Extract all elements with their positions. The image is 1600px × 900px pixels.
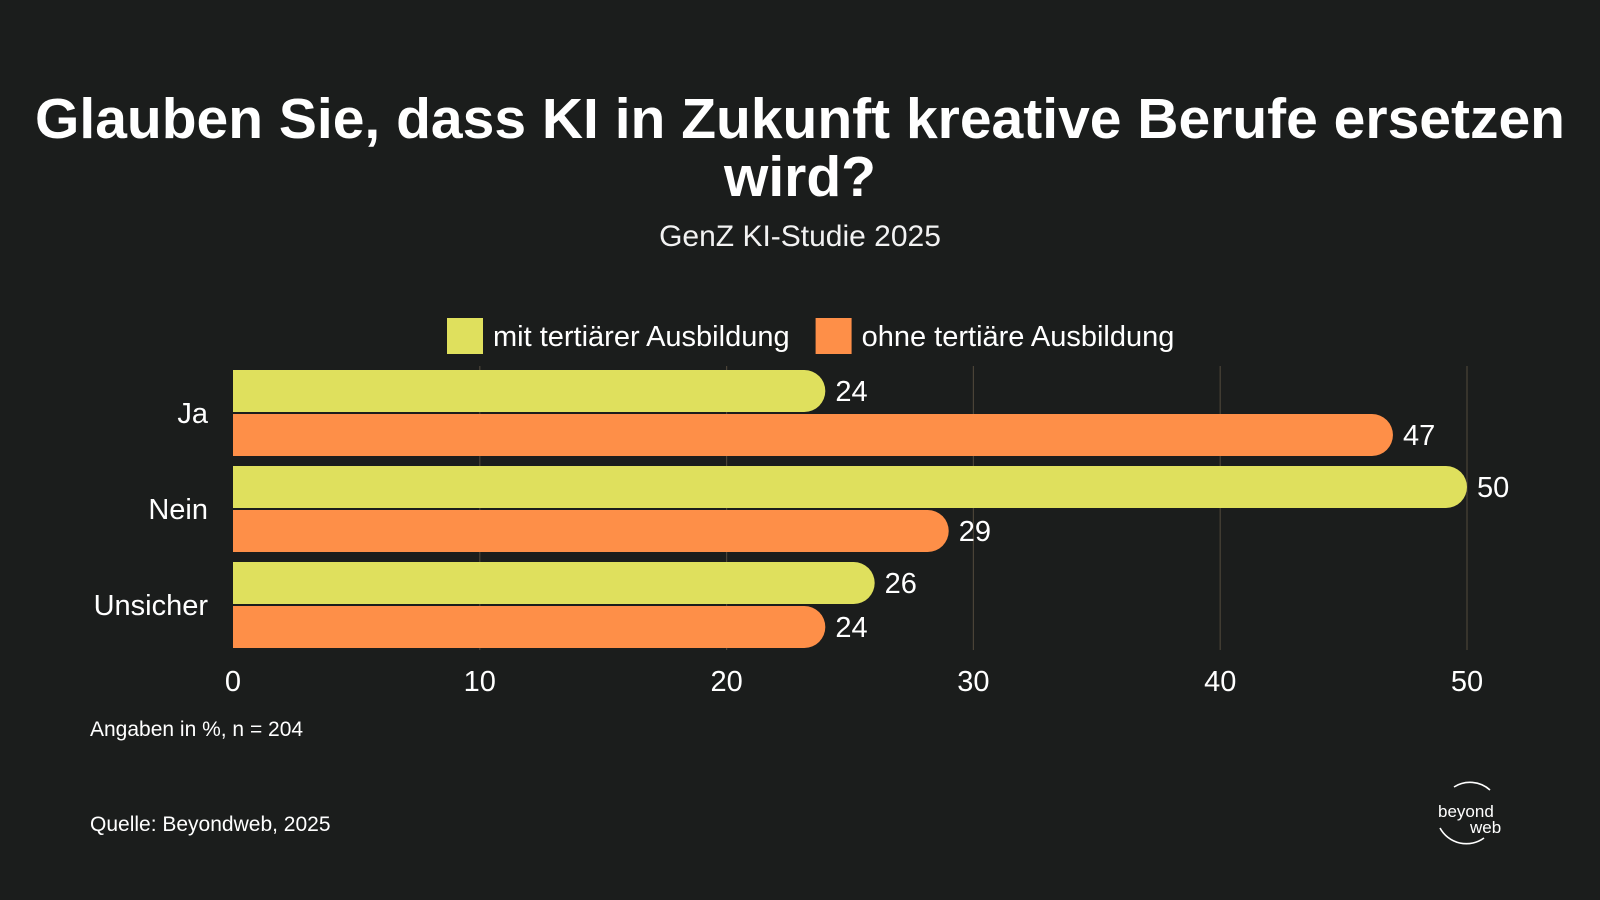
x-tick-label: 0 <box>225 666 241 698</box>
logo-text-line1: beyond <box>1438 802 1494 821</box>
data-label: 50 <box>1477 472 1509 504</box>
chart-subtitle: GenZ KI-Studie 2025 <box>659 220 941 253</box>
data-label: 26 <box>885 568 917 600</box>
logo-text-line2: web <box>1469 818 1501 837</box>
legend-label: ohne tertiäre Ausbildung <box>862 321 1175 353</box>
bar <box>233 606 826 648</box>
legend-label: mit tertiärer Ausbildung <box>493 321 790 353</box>
bar-chart: mit tertiärer Ausbildung ohne tertiäre Au… <box>94 318 1509 698</box>
category-label: Nein <box>148 494 208 526</box>
chart-title: Glauben Sie, dass KI in Zukunft kreative… <box>35 87 1565 209</box>
legend-swatch <box>815 318 852 354</box>
category-label: Unsicher <box>94 590 209 622</box>
bar <box>233 510 949 552</box>
chart-source: Quelle: Beyondweb, 2025 <box>90 813 331 836</box>
beyondweb-logo: beyond web <box>1438 781 1501 845</box>
data-label: 24 <box>835 376 867 408</box>
bar <box>233 414 1393 456</box>
chart-note: Angaben in %, n = 204 <box>90 718 304 741</box>
x-tick-label: 50 <box>1451 666 1483 698</box>
data-label: 24 <box>835 612 867 644</box>
data-label: 47 <box>1403 420 1435 452</box>
bar <box>233 370 826 412</box>
x-tick-label: 30 <box>957 666 989 698</box>
category-label: Ja <box>177 398 209 430</box>
x-tick-label: 20 <box>710 666 742 698</box>
legend-swatch <box>447 318 483 354</box>
bar <box>233 466 1467 508</box>
data-label: 29 <box>959 516 991 548</box>
x-tick-label: 40 <box>1204 666 1236 698</box>
bar <box>233 562 875 604</box>
x-tick-label: 10 <box>464 666 496 698</box>
